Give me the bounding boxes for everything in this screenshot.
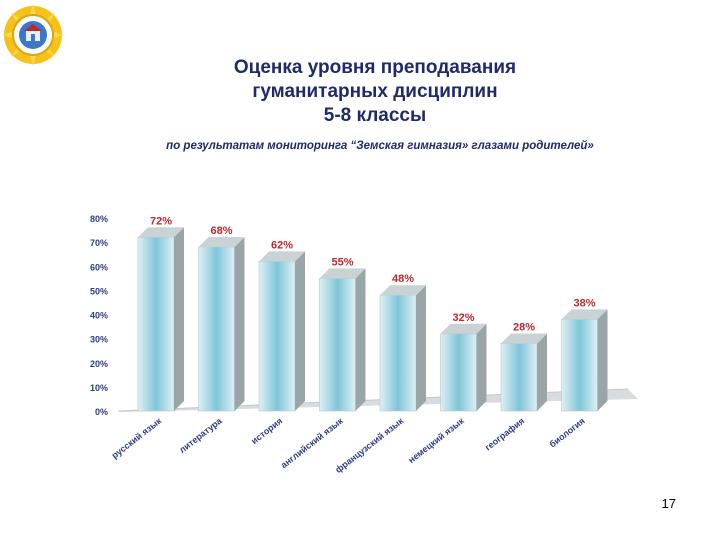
bar-front (379, 294, 417, 412)
bar-front (258, 261, 296, 412)
bar-front (198, 246, 235, 412)
bar-top (319, 268, 366, 279)
x-tick-label: французский язык (333, 415, 405, 475)
bar (500, 333, 547, 412)
bar-front (319, 278, 356, 412)
y-tick-label: 20% (90, 359, 108, 369)
bar (137, 227, 184, 412)
bar-top (198, 236, 245, 247)
bar (440, 323, 487, 412)
y-tick-label: 10% (90, 383, 108, 393)
chart-floor (117, 388, 638, 412)
bar-front (440, 333, 477, 412)
bar-side (174, 227, 184, 411)
x-tick-label: литература (177, 415, 224, 455)
bar-top (440, 323, 487, 334)
bar (198, 236, 245, 412)
y-axis: 0% 10% 20% 30% 40% 50% 60% 70% 80% (90, 214, 108, 417)
bar-side (416, 285, 426, 411)
bar-side (597, 309, 608, 411)
bar (258, 251, 305, 412)
data-label: 55% (331, 256, 353, 268)
y-tick-label: 30% (90, 335, 108, 345)
bar-front (500, 343, 538, 412)
bar-front (137, 237, 175, 412)
data-label: 68% (210, 225, 232, 237)
x-tick-label: география (483, 416, 526, 453)
bar-side (234, 236, 245, 411)
bar-top (501, 333, 547, 344)
x-tick-label: биология (547, 416, 586, 450)
school-emblem-icon (2, 4, 64, 66)
data-label: 72% (150, 215, 172, 227)
bar-top (138, 227, 184, 238)
y-tick-label: 70% (90, 238, 108, 248)
title-line-1: Оценка уровня преподавания (233, 57, 517, 78)
data-label: 28% (513, 321, 535, 333)
bar-front (561, 319, 598, 412)
y-tick-label: 60% (90, 262, 108, 272)
data-label: 62% (271, 239, 293, 251)
x-tick-label: история (249, 416, 284, 446)
y-tick-label: 0% (95, 407, 108, 417)
page-title: Оценка уровня преподавания гуманитарных … (130, 56, 620, 128)
bar-side (355, 268, 366, 411)
bar (319, 268, 366, 412)
bar-side (476, 323, 487, 411)
bar-top (380, 285, 426, 296)
bars: 72% 68% 62% 55% 48% 32% 28% 38% (137, 215, 608, 412)
y-tick-label: 40% (90, 311, 108, 321)
bar-side (537, 333, 547, 411)
data-label: 38% (573, 297, 595, 309)
bar-top (561, 309, 608, 320)
bar (561, 309, 608, 412)
x-tick-label: немецкий язык (406, 415, 466, 465)
bar-side (295, 251, 305, 411)
title-line-2: гуманитарных дисциплин (252, 81, 498, 102)
page-number: 17 (661, 496, 676, 511)
bar (379, 285, 426, 412)
data-label: 32% (452, 312, 474, 324)
x-axis-labels: русский язык литература историяанглийский … (110, 415, 587, 475)
y-tick-label: 80% (90, 214, 108, 224)
y-tick-label: 50% (90, 286, 108, 296)
floor-plane (118, 389, 638, 412)
title-line-3: 5-8 классы (323, 105, 427, 126)
data-label: 48% (392, 273, 414, 285)
x-tick-label: английский язык (279, 415, 345, 470)
x-tick-label: русский язык (110, 415, 164, 460)
chart-subtitle: по результатам мониторинга “Земская гимн… (166, 140, 594, 152)
bar-top (259, 251, 305, 262)
